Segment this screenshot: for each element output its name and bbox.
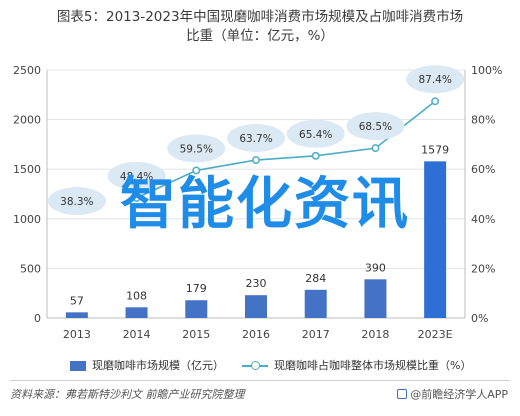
x-tick-label: 2013 <box>63 328 91 341</box>
brand-credit: @前瞻经济学人APP <box>397 386 508 402</box>
bar <box>65 312 88 318</box>
brand-logo-icon <box>397 389 408 399</box>
bar-value-label: 284 <box>305 272 326 285</box>
bar <box>424 161 447 318</box>
data-label-bubble <box>227 124 285 153</box>
legend-line-label: 现磨咖啡占咖啡整体市场规模比重（%） <box>274 359 472 372</box>
line-value-label: 63.7% <box>239 133 272 145</box>
bar-value-label: 179 <box>186 282 207 295</box>
data-label-bubble <box>346 112 405 141</box>
line-point <box>252 156 260 164</box>
legend-item-line: 现磨咖啡占咖啡整体市场规模比重（%） <box>242 357 471 375</box>
bar-value-label: 230 <box>246 277 267 290</box>
brand-text: @前瞻经济学人APP <box>410 388 508 401</box>
y-right-tick-label: 0% <box>471 312 488 325</box>
y-left-tick-label: 2000 <box>13 114 41 127</box>
x-tick-label: 2017 <box>302 328 330 341</box>
y-left-tick-label: 1000 <box>13 213 41 226</box>
bar <box>364 279 387 318</box>
y-right-tick-label: 40% <box>471 213 495 226</box>
bar-value-label: 1579 <box>421 143 449 156</box>
y-left-tick-label: 1500 <box>13 163 41 176</box>
line-point <box>431 97 440 106</box>
line-value-label: 59.5% <box>180 143 213 155</box>
bar-value-label: 390 <box>365 261 386 274</box>
data-label-bubble <box>286 119 345 148</box>
y-left-tick-label: 2500 <box>13 64 41 77</box>
legend-bar-swatch <box>70 361 86 371</box>
y-left-tick-label: 500 <box>20 262 41 275</box>
data-label-bubble <box>107 161 166 190</box>
bar <box>245 295 267 318</box>
line-value-label: 87.4% <box>418 74 451 86</box>
data-label-bubble <box>406 65 465 94</box>
bar <box>304 289 327 318</box>
bar <box>125 307 148 318</box>
y-right-tick-label: 80% <box>471 114 495 127</box>
watermark-text: 智能化资讯 <box>120 172 410 237</box>
chart-plot: 0 500 1000 1500 2000 2500 0% 20% 40% 60% 80% 100% 57… <box>13 64 502 341</box>
data-label-bubble <box>167 134 226 163</box>
y-right-tick-label: 100% <box>471 64 502 77</box>
line-point <box>371 144 380 153</box>
chart-title: 图表5：2013-2023年中国现磨咖啡消费市场规模及占咖啡消费市场 比重（单位… <box>10 8 510 46</box>
x-tick-label: 2015 <box>182 328 210 341</box>
x-tick-label: 2014 <box>123 328 151 341</box>
bar-value-label: 108 <box>126 289 147 302</box>
footer-divider <box>10 380 510 381</box>
y-right-tick-label: 60% <box>471 163 495 176</box>
bar-value-label: 57 <box>70 294 84 307</box>
y-right-tick-label: 20% <box>471 262 495 275</box>
legend-bar-label: 现磨咖啡市场规模（亿元） <box>92 359 224 372</box>
line-point <box>132 194 141 202</box>
source-note: 资料来源：弗若斯特沙利文 前瞻产业研究院整理 <box>10 388 245 401</box>
chart-title-line-1: 图表5：2013-2023年中国现磨咖啡消费市场规模及占咖啡消费市场 <box>56 9 464 25</box>
x-tick-label: 2023E <box>418 328 453 341</box>
x-tick-label: 2018 <box>361 328 389 341</box>
data-label-bubble <box>47 187 106 216</box>
chart-title-line-2: 比重（单位：亿元，%） <box>186 28 334 44</box>
line-value-label: 68.5% <box>359 121 392 133</box>
bar <box>185 300 208 318</box>
legend-line-marker <box>251 361 260 370</box>
line-value-label: 38.3% <box>60 196 93 208</box>
line-point <box>311 151 320 160</box>
chart-legend: 现磨咖啡市场规模（亿元） 现磨咖啡占咖啡整体市场规模比重（%） <box>0 357 520 375</box>
series-line <box>136 100 436 199</box>
line-value-label: 65.4% <box>299 129 332 141</box>
line-point <box>192 166 201 175</box>
x-tick-label: 2016 <box>242 328 270 341</box>
line-value-label: 48.4% <box>120 171 153 183</box>
y-left-tick-label: 0 <box>34 312 41 325</box>
legend-item-bar: 现磨咖啡市场规模（亿元） <box>70 357 224 375</box>
